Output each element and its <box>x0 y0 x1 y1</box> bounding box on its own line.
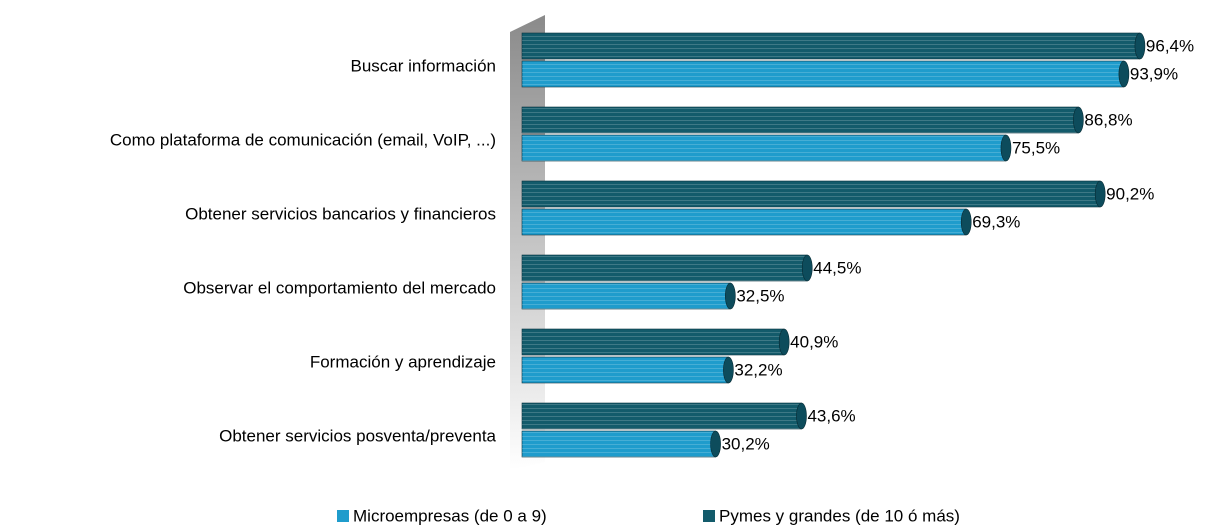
data-label: 43,6% <box>807 406 855 425</box>
data-label: 40,9% <box>790 332 838 351</box>
bar-stripes <box>522 181 1101 207</box>
data-label: 32,2% <box>734 360 782 379</box>
data-label: 30,2% <box>722 434 770 453</box>
bar-cap <box>796 402 807 430</box>
bar-cap <box>725 282 736 310</box>
bar-cap <box>1073 106 1084 134</box>
bar-cap <box>1134 32 1146 60</box>
bar-cap <box>1094 180 1106 208</box>
data-label: 44,5% <box>813 258 861 277</box>
data-label: 75,5% <box>1012 138 1060 157</box>
legend-swatch <box>703 510 715 522</box>
y-tick-label: Observar el comportamiento del mercado <box>183 278 496 297</box>
y-tick-label: Como plataforma de comunicación (email, … <box>110 130 496 149</box>
data-label: 86,8% <box>1084 110 1132 129</box>
bar-stripes <box>522 61 1124 87</box>
y-tick-label: Obtener servicios bancarios y financiero… <box>185 204 496 223</box>
bar-cap <box>960 208 972 236</box>
bar-cap <box>710 430 721 458</box>
bar-stripes <box>522 329 785 355</box>
bar-cap <box>1118 60 1130 88</box>
legend-label: Microempresas (de 0 a 9) <box>353 506 547 525</box>
data-label: 90,2% <box>1106 184 1154 203</box>
bar-stripes <box>522 357 729 383</box>
bar-stripes <box>522 403 802 429</box>
bar-cap <box>723 356 734 384</box>
bar-stripes <box>522 33 1140 59</box>
y-tick-label: Obtener servicios posventa/preventa <box>219 426 496 445</box>
bar-stripes <box>522 255 808 281</box>
bar-stripes <box>522 431 716 457</box>
bar-stripes <box>522 135 1006 161</box>
bar-stripes <box>522 283 731 309</box>
y-tick-label: Buscar información <box>350 56 496 75</box>
data-label: 93,9% <box>1130 64 1178 83</box>
plot-area: Buscar información 93,9% 96,4% Como platafo… <box>110 32 1194 525</box>
bar-stripes <box>522 107 1079 133</box>
legend-swatch <box>337 510 349 522</box>
bar-cap <box>1000 134 1012 162</box>
legend-label: Pymes y grandes (de 10 ó más) <box>719 506 960 525</box>
y-tick-label: Formación y aprendizaje <box>310 352 496 371</box>
data-label: 96,4% <box>1146 36 1194 55</box>
bar-cap <box>778 328 790 356</box>
data-label: 69,3% <box>972 212 1020 231</box>
bar-cap <box>801 254 813 282</box>
bar-stripes <box>522 209 967 235</box>
data-label: 32,5% <box>736 286 784 305</box>
